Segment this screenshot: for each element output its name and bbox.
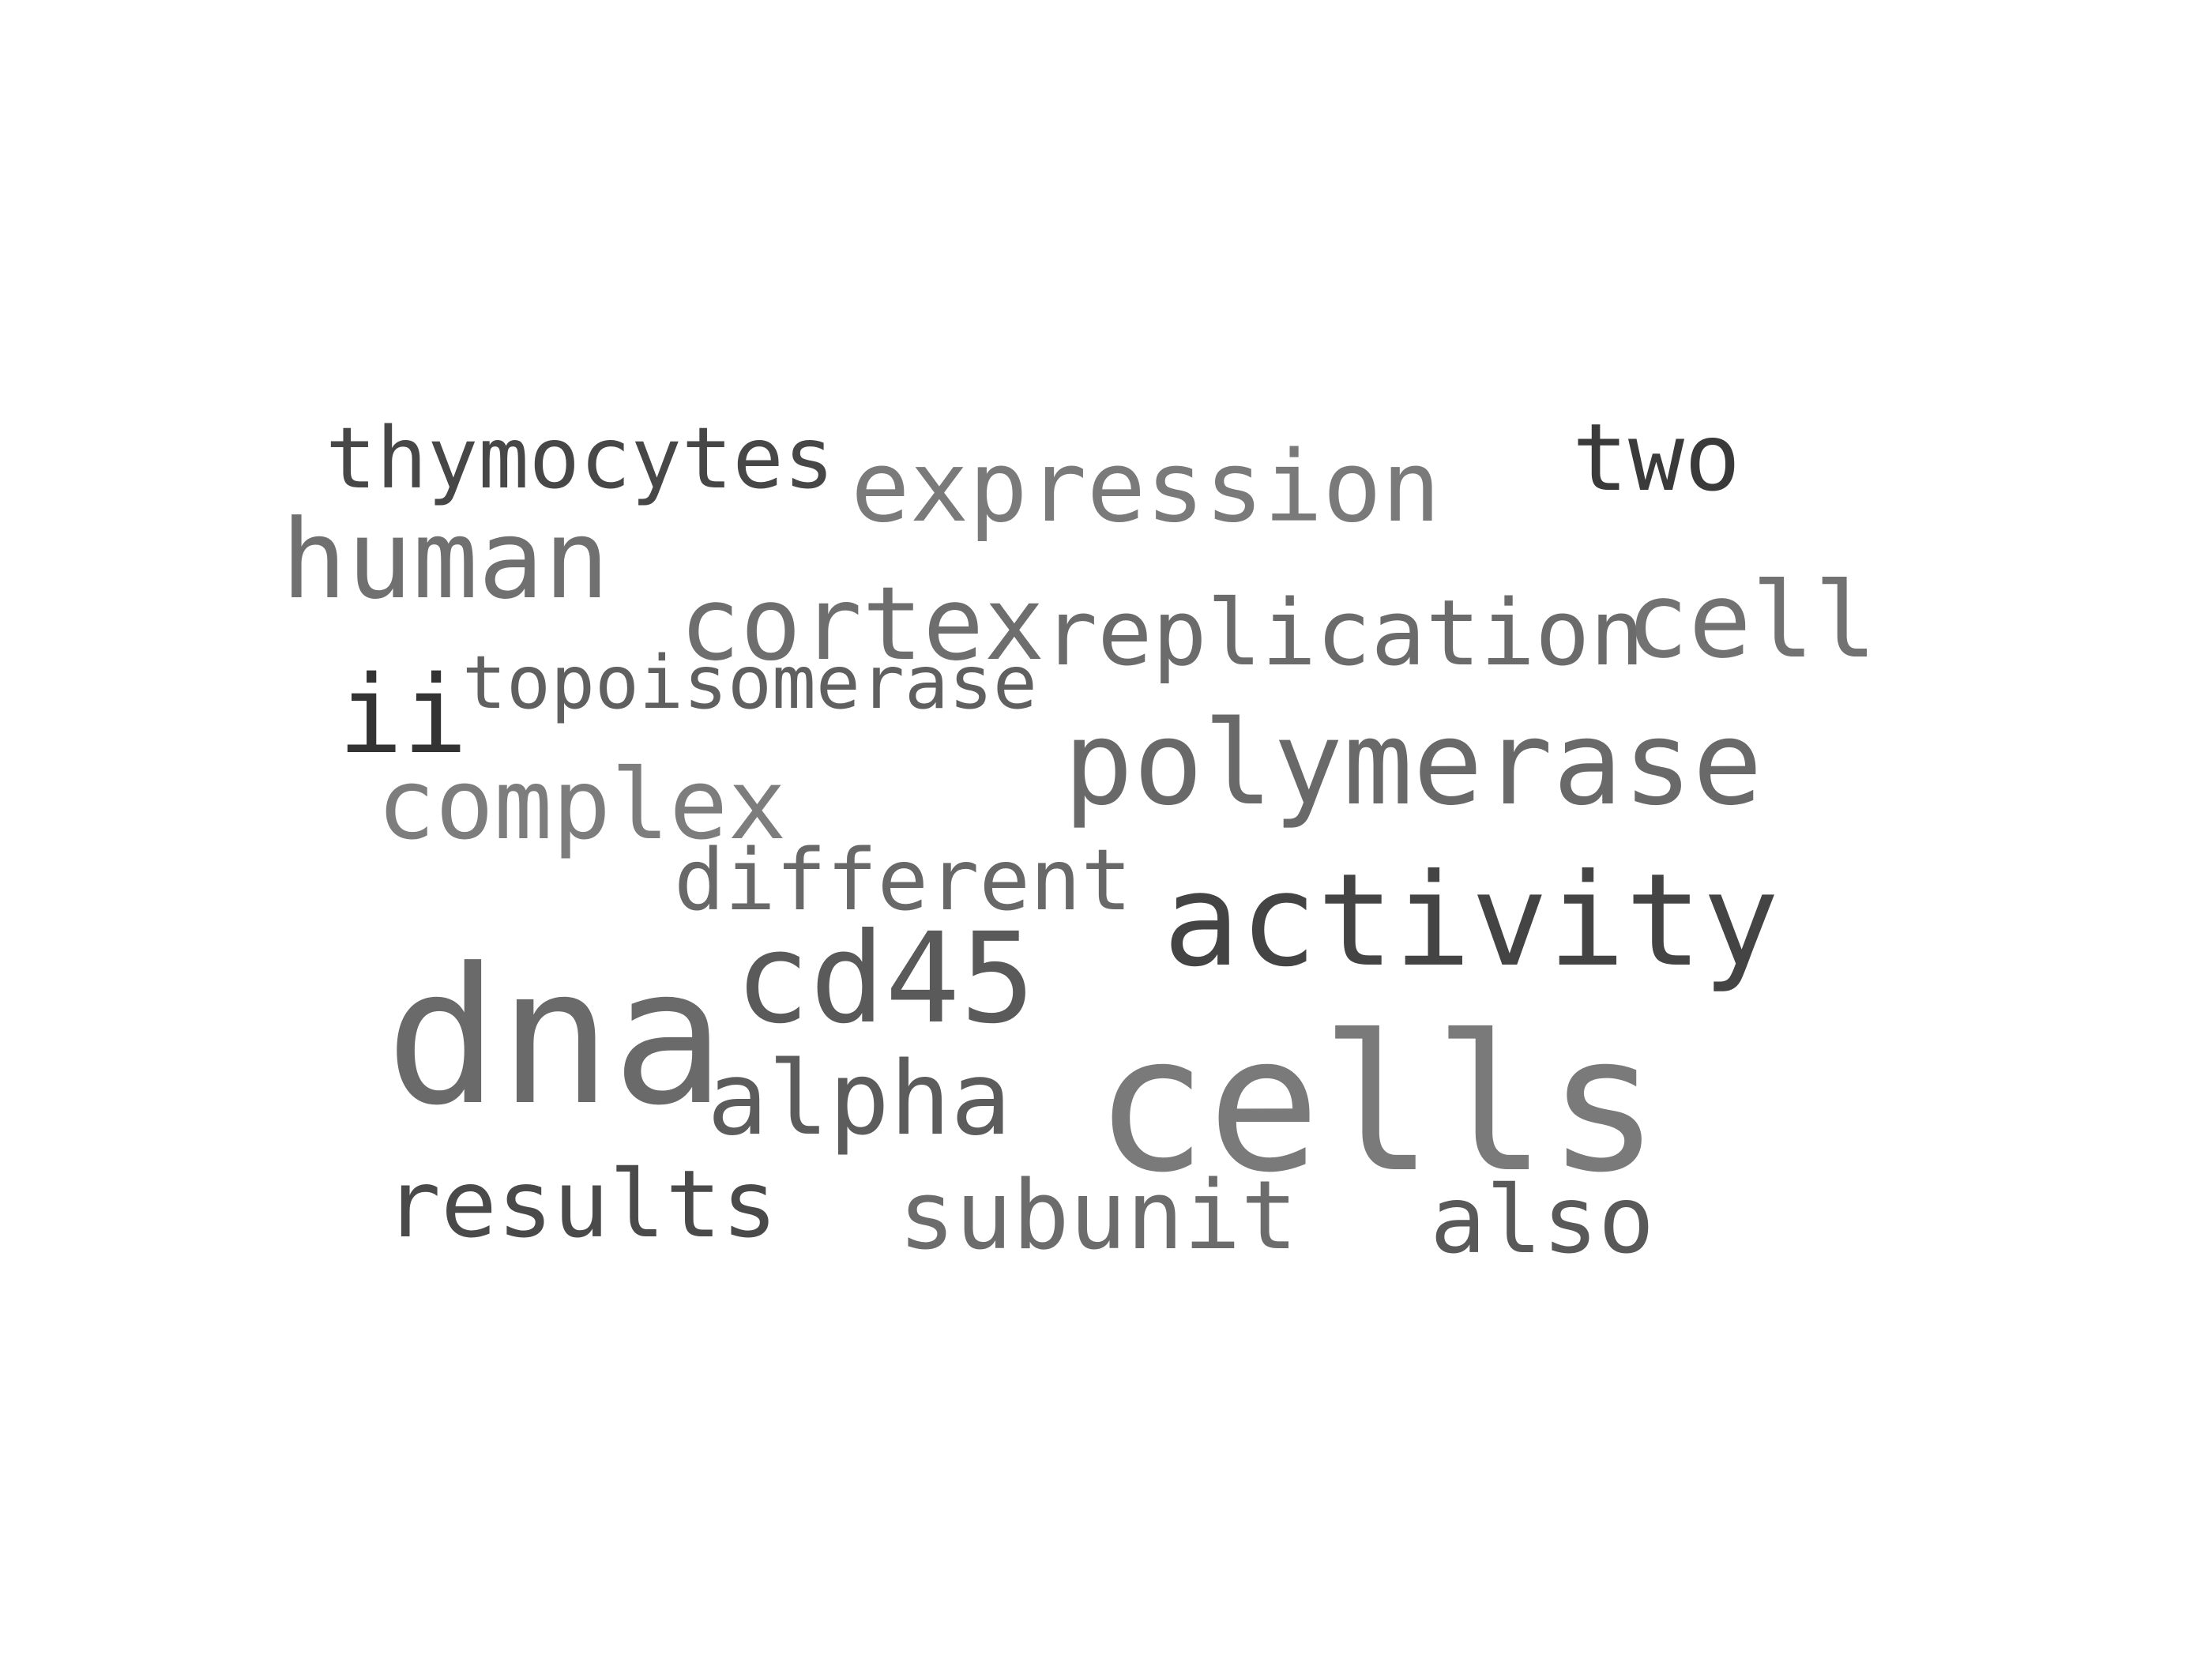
word-also: also <box>1430 1173 1654 1266</box>
word-dna: dna <box>386 944 725 1132</box>
word-replication: replication <box>1043 589 1645 679</box>
word-results: results <box>385 1157 777 1251</box>
word-human: human <box>281 506 609 615</box>
word-two: two <box>1572 411 1740 504</box>
word-cell: cell <box>1626 569 1877 673</box>
word-expression: expression <box>851 438 1441 536</box>
word-subunit: subunit <box>898 1169 1298 1264</box>
word-polymerase: polymerase <box>1063 705 1762 822</box>
word-alpha: alpha <box>707 1049 1011 1150</box>
word-topoisomerase: topoisomerase <box>462 646 1037 720</box>
word-activity: activity <box>1163 857 1779 985</box>
word-thymocytes: thymocytes <box>325 417 834 502</box>
word-cd45: cd45 <box>735 916 1036 1041</box>
